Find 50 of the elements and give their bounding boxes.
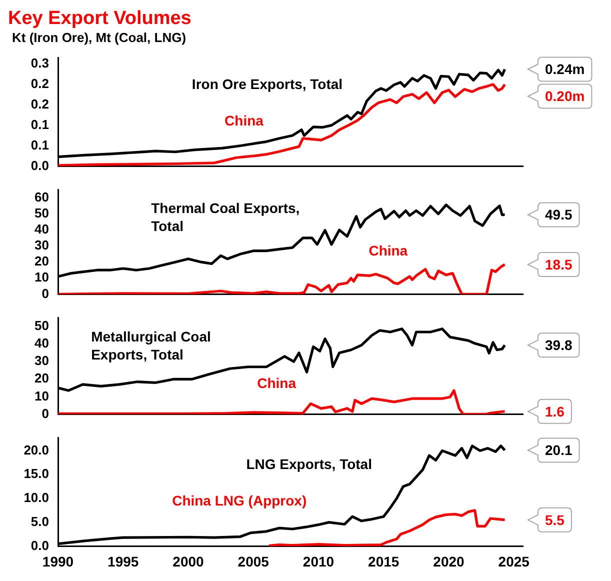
y-tick-label: 0.1 — [30, 116, 49, 132]
y-tick-label: 0.3 — [30, 56, 49, 71]
x-tick-label: 1990 — [42, 553, 74, 570]
series-label: China — [224, 112, 264, 129]
y-tick-label: 5.0 — [30, 514, 49, 529]
x-tick-label: 1995 — [108, 553, 139, 570]
series-label: China — [368, 242, 408, 258]
y-tick-label: 30 — [34, 353, 49, 368]
y-tick-label: 40 — [34, 222, 49, 237]
y-tick-label: 50 — [34, 205, 49, 220]
y-tick-label: 0.1 — [30, 137, 49, 152]
y-tick-label: 0.0 — [30, 538, 49, 553]
y-tick-label: 10 — [34, 270, 49, 285]
y-tick-label: 10.0 — [24, 490, 49, 506]
y-tick-label: 0.0 — [30, 158, 49, 173]
x-tick-label: 2025 — [498, 553, 530, 570]
series-label: China — [257, 375, 296, 392]
x-tick-label: 2000 — [172, 553, 204, 570]
y-tick-label: 15.0 — [24, 466, 49, 482]
text: China LNG (Approx) — [172, 492, 307, 509]
text: 5.5 — [544, 512, 565, 528]
series-label: Thermal Coal Exports, Total — [151, 200, 300, 234]
y-tick-label: 20.0 — [24, 442, 49, 458]
text: 0.20m — [544, 88, 585, 104]
y-tick-label: 20 — [34, 254, 49, 269]
y-tick-label: 0 — [42, 406, 49, 421]
x-tick-label: 2010 — [302, 553, 334, 570]
text: 49.5 — [545, 206, 572, 223]
y-tick-label: 0 — [42, 286, 49, 301]
text: 20.1 — [545, 442, 572, 458]
y-tick-label: 30 — [34, 238, 49, 253]
y-tick-label: 10 — [34, 388, 49, 404]
y-tick-label: 0.2 — [30, 76, 49, 91]
y-tick-label: 20 — [34, 370, 49, 386]
y-tick-label: 40 — [34, 336, 49, 351]
text: LNG Exports, Total — [246, 456, 372, 472]
text: 0.24m — [544, 61, 585, 78]
text: 18.5 — [545, 256, 572, 272]
x-tick-label: 2015 — [368, 553, 400, 570]
series-label: Metallurgical Coal Exports, Total — [91, 328, 211, 363]
series-label: Iron Ore Exports, Total — [192, 76, 343, 92]
text: 39.8 — [545, 337, 572, 353]
chart-title: Key Export Volumes — [8, 8, 192, 30]
x-tick-label: 2020 — [433, 553, 465, 570]
y-tick-label: 60 — [34, 189, 49, 204]
y-tick-label: 0.2 — [30, 96, 49, 112]
y-axis-title: Kt (Iron Ore), Mt (Coal, LNG) — [12, 30, 188, 46]
y-tick-label: 50 — [34, 318, 49, 334]
x-tick-label: 2005 — [238, 553, 270, 570]
text: 1.6 — [544, 403, 565, 420]
